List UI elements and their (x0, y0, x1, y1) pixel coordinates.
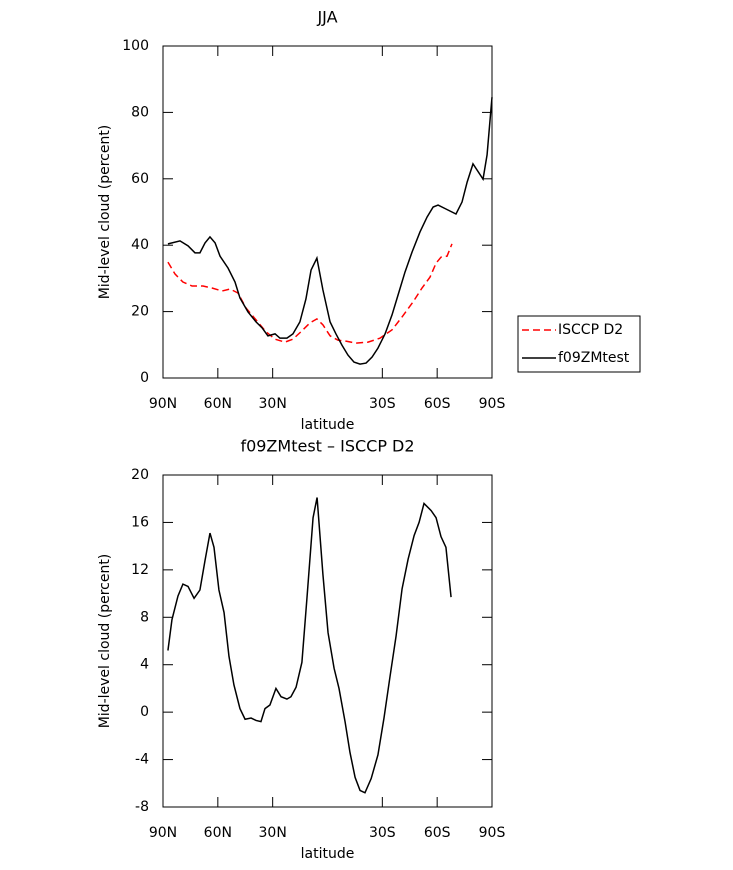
y-tick-label: 100 (122, 38, 149, 54)
y-tick-label: -8 (135, 799, 149, 815)
y-tick-label: -4 (135, 752, 149, 768)
plot (162, 474, 493, 808)
x-tick-label: 30S (369, 396, 396, 412)
y-tick-label: 8 (140, 609, 149, 625)
y-tick-label: 12 (131, 562, 149, 578)
x-tick-label: 90N (149, 396, 177, 412)
chart-title: JJA (316, 8, 337, 27)
y-axis-label: Mid-level cloud (percent) (97, 125, 113, 300)
data-line (167, 97, 493, 365)
x-tick-label: 60N (204, 825, 232, 841)
x-tick-label: 90N (149, 825, 177, 841)
y-tick-label: 0 (140, 704, 149, 720)
legend-box (517, 315, 641, 373)
data-line (167, 497, 452, 794)
y-tick-label: 40 (131, 237, 149, 253)
x-axis-label: latitude (301, 417, 355, 433)
x-tick-label: 90S (479, 396, 506, 412)
y-tick-label: 60 (131, 171, 149, 187)
x-tick-label: 30N (259, 825, 287, 841)
y-tick-label: 80 (131, 104, 149, 120)
legend-label: f09ZMtest (558, 350, 630, 366)
x-tick-label: 60N (204, 396, 232, 412)
plot-frame (162, 474, 493, 808)
x-tick-label: 60S (424, 825, 451, 841)
y-tick-label: 20 (131, 304, 149, 320)
x-axis-label: latitude (301, 846, 355, 862)
chart-title: f09ZMtest – ISCCP D2 (240, 437, 414, 456)
plot-frame (162, 45, 493, 379)
y-tick-label: 16 (131, 514, 149, 530)
x-tick-label: 30S (369, 825, 396, 841)
x-tick-label: 90S (479, 825, 506, 841)
y-tick-label: 0 (140, 370, 149, 386)
x-tick-label: 30N (259, 396, 287, 412)
y-tick-label: 20 (131, 467, 149, 483)
y-axis-label: Mid-level cloud (percent) (97, 554, 113, 729)
plot (162, 45, 493, 379)
legend-label: ISCCP D2 (558, 322, 623, 338)
y-tick-label: 4 (140, 657, 149, 673)
x-tick-label: 60S (424, 396, 451, 412)
data-line (167, 243, 453, 344)
